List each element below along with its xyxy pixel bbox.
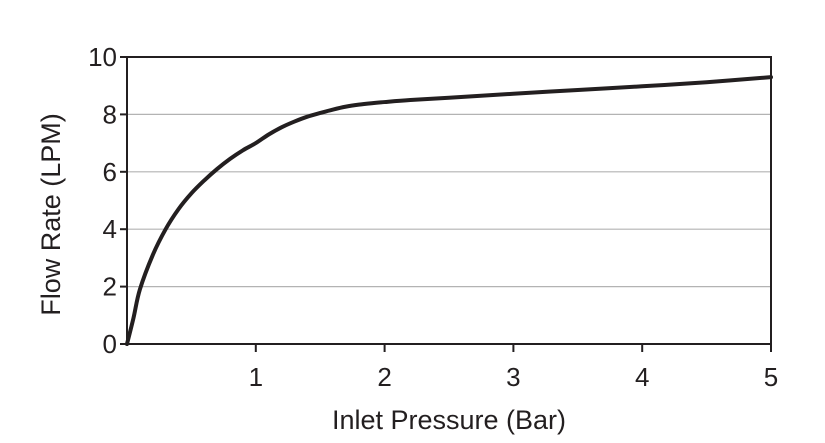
x-tick-label: 3	[506, 362, 520, 392]
plot-frame	[126, 56, 772, 345]
y-tick-label: 8	[103, 99, 117, 129]
y-tick-label: 6	[103, 157, 117, 187]
x-tick-label: 1	[249, 362, 263, 392]
series-layer	[125, 75, 773, 346]
x-tick-label: 5	[764, 362, 778, 392]
y-axis-title: Flow Rate (LPM)	[36, 113, 66, 316]
x-tick-label: 4	[635, 362, 649, 392]
y-tick-label: 0	[103, 329, 117, 359]
y-tick-label: 2	[103, 272, 117, 302]
grid-lines	[127, 113, 771, 288]
flow-rate-curve	[125, 75, 773, 346]
x-tick-label: 2	[377, 362, 391, 392]
y-tick-label: 4	[103, 214, 117, 244]
tick-marks	[120, 56, 772, 352]
y-tick-label: 10	[88, 42, 117, 72]
x-axis-title: Inlet Pressure (Bar)	[332, 405, 566, 435]
